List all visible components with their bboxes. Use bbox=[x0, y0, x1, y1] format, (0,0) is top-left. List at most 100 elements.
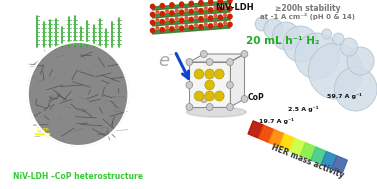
Text: HER mass activity: HER mass activity bbox=[270, 142, 345, 180]
Circle shape bbox=[186, 104, 193, 111]
Polygon shape bbox=[279, 134, 295, 151]
Circle shape bbox=[295, 33, 339, 79]
Circle shape bbox=[215, 91, 224, 101]
Circle shape bbox=[227, 59, 233, 66]
Circle shape bbox=[227, 81, 233, 88]
Circle shape bbox=[160, 4, 164, 8]
Circle shape bbox=[228, 0, 232, 3]
Circle shape bbox=[189, 9, 193, 14]
Circle shape bbox=[166, 10, 169, 13]
Circle shape bbox=[179, 18, 184, 22]
Circle shape bbox=[170, 11, 174, 15]
Circle shape bbox=[218, 23, 222, 27]
Circle shape bbox=[228, 22, 232, 27]
Circle shape bbox=[166, 26, 169, 29]
Circle shape bbox=[205, 91, 215, 101]
Circle shape bbox=[179, 10, 184, 14]
Circle shape bbox=[189, 1, 193, 6]
Circle shape bbox=[208, 0, 213, 4]
Circle shape bbox=[264, 19, 283, 39]
Circle shape bbox=[175, 25, 178, 28]
Circle shape bbox=[185, 16, 188, 19]
Circle shape bbox=[214, 14, 217, 17]
Polygon shape bbox=[259, 125, 274, 143]
Circle shape bbox=[214, 6, 217, 9]
Circle shape bbox=[205, 69, 215, 79]
Polygon shape bbox=[153, 25, 230, 34]
Circle shape bbox=[195, 16, 198, 19]
Circle shape bbox=[333, 33, 344, 45]
Text: e: e bbox=[159, 52, 170, 70]
Text: 59.7 A g⁻¹: 59.7 A g⁻¹ bbox=[327, 93, 362, 99]
Circle shape bbox=[218, 0, 222, 3]
Circle shape bbox=[215, 69, 224, 79]
Circle shape bbox=[334, 67, 377, 111]
Circle shape bbox=[160, 12, 164, 16]
Circle shape bbox=[208, 24, 213, 28]
Circle shape bbox=[156, 11, 159, 14]
Circle shape bbox=[175, 17, 178, 20]
Circle shape bbox=[283, 26, 318, 62]
Circle shape bbox=[175, 9, 178, 12]
Circle shape bbox=[186, 81, 193, 88]
Circle shape bbox=[241, 50, 248, 57]
Text: NiV-LDH –CoP heterostructure: NiV-LDH –CoP heterostructure bbox=[13, 172, 143, 181]
Circle shape bbox=[273, 22, 300, 50]
Ellipse shape bbox=[187, 107, 247, 117]
Circle shape bbox=[199, 1, 203, 5]
Circle shape bbox=[308, 43, 363, 99]
Text: CoP: CoP bbox=[247, 92, 264, 101]
Circle shape bbox=[214, 22, 217, 25]
Circle shape bbox=[204, 7, 207, 10]
Text: NiV-LDH: NiV-LDH bbox=[216, 3, 254, 12]
Circle shape bbox=[150, 28, 155, 33]
Circle shape bbox=[170, 19, 174, 23]
Text: ≥200h stability: ≥200h stability bbox=[274, 4, 340, 13]
Circle shape bbox=[179, 2, 184, 6]
Circle shape bbox=[201, 50, 207, 57]
Circle shape bbox=[28, 42, 129, 146]
Polygon shape bbox=[189, 54, 244, 62]
Circle shape bbox=[189, 17, 193, 22]
Polygon shape bbox=[269, 130, 285, 147]
Circle shape bbox=[255, 17, 269, 31]
Circle shape bbox=[170, 27, 174, 31]
Circle shape bbox=[224, 5, 227, 8]
Text: ⁻: ⁻ bbox=[167, 52, 173, 62]
Polygon shape bbox=[153, 9, 230, 18]
Polygon shape bbox=[248, 121, 264, 138]
Circle shape bbox=[195, 24, 198, 27]
Circle shape bbox=[156, 19, 159, 22]
Circle shape bbox=[224, 21, 227, 24]
Circle shape bbox=[160, 28, 164, 32]
Circle shape bbox=[340, 38, 358, 56]
Circle shape bbox=[194, 69, 204, 79]
Circle shape bbox=[199, 9, 203, 13]
Circle shape bbox=[206, 59, 213, 66]
Polygon shape bbox=[230, 54, 244, 107]
Circle shape bbox=[224, 13, 227, 16]
Text: at -1 A cm⁻² (pH 0 & 14): at -1 A cm⁻² (pH 0 & 14) bbox=[260, 13, 355, 20]
Circle shape bbox=[156, 27, 159, 30]
Circle shape bbox=[218, 7, 222, 12]
Circle shape bbox=[150, 4, 155, 9]
Polygon shape bbox=[153, 17, 230, 26]
Circle shape bbox=[241, 95, 248, 102]
Text: 20 mL h⁻¹ H₂: 20 mL h⁻¹ H₂ bbox=[247, 36, 320, 46]
Circle shape bbox=[194, 91, 204, 101]
Circle shape bbox=[199, 25, 203, 29]
Circle shape bbox=[170, 3, 174, 7]
Circle shape bbox=[228, 14, 232, 19]
Circle shape bbox=[227, 104, 233, 111]
Circle shape bbox=[204, 23, 207, 26]
Circle shape bbox=[160, 19, 164, 24]
Circle shape bbox=[150, 20, 155, 25]
Circle shape bbox=[322, 29, 331, 39]
Circle shape bbox=[347, 47, 374, 75]
Circle shape bbox=[208, 8, 213, 12]
Polygon shape bbox=[311, 147, 326, 164]
Polygon shape bbox=[332, 156, 347, 173]
Circle shape bbox=[201, 95, 207, 102]
Polygon shape bbox=[153, 1, 230, 10]
Circle shape bbox=[179, 26, 184, 30]
